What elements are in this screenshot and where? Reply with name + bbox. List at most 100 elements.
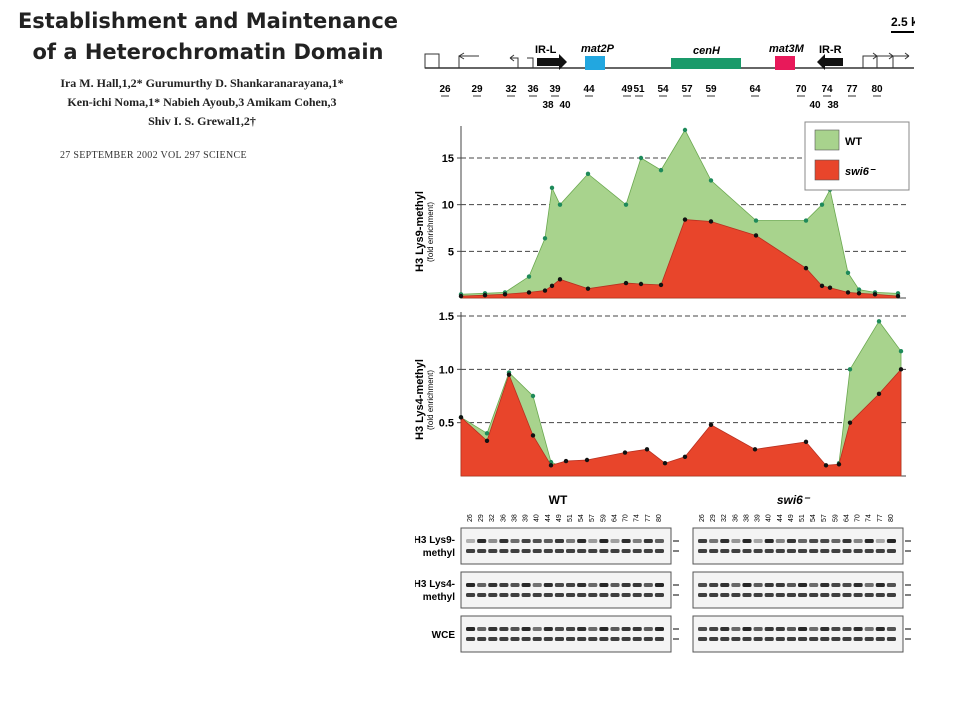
blot-band-mat	[698, 627, 708, 631]
blot-band-mat	[599, 539, 609, 543]
blot-band-mat	[786, 583, 796, 587]
blot-band-act1	[786, 637, 796, 641]
blot-band-mat	[709, 583, 719, 587]
ir-r-label: IR-R	[819, 44, 842, 56]
blot-band-act1	[488, 637, 498, 641]
blot-band-mat	[577, 583, 587, 587]
blot-band-mat	[477, 539, 487, 543]
blot-band-act1	[831, 593, 841, 597]
blot-lane-label: 57	[589, 514, 596, 522]
blot-band-mat	[786, 627, 796, 631]
wt-point	[557, 202, 563, 207]
blot-band-mat	[510, 539, 520, 543]
blot-band-act1	[742, 637, 752, 641]
blot-lane-label: 74	[866, 514, 873, 522]
blot-band-act1	[466, 637, 476, 641]
blot-band-mat	[510, 583, 520, 587]
mat3m-element: mat3M	[769, 43, 805, 70]
blot-band-act1	[764, 637, 774, 641]
y-tick-label: 0.5	[439, 418, 454, 430]
blot-band-act1	[853, 593, 863, 597]
blot-band-act1	[588, 637, 598, 641]
blot-band-mat	[654, 539, 664, 543]
blot-band-mat	[820, 627, 830, 631]
blot-band-mat	[842, 539, 852, 543]
ir-l-label: IR-L	[535, 44, 557, 56]
blot-band-mat	[831, 627, 841, 631]
swi6-point	[872, 292, 878, 297]
blot-band-act1	[566, 549, 576, 553]
blot-band-act1	[499, 549, 509, 553]
blot-band-mat	[853, 583, 863, 587]
blot-band-act1	[809, 593, 819, 597]
blot-band-mat	[654, 583, 664, 587]
wt-point	[530, 393, 536, 399]
blot-band-mat	[731, 539, 741, 543]
blot-band-act1	[753, 637, 763, 641]
title-line-1: Establishment and Maintenance	[17, 9, 399, 33]
blot-band-act1	[621, 593, 631, 597]
blot-panel	[692, 615, 904, 653]
map-position-label: 29	[471, 84, 483, 95]
blot-band-act1	[599, 549, 609, 553]
swi6-point	[847, 420, 853, 425]
wt-point	[876, 319, 882, 324]
blot-band-act1	[510, 637, 520, 641]
map-position-label-lower: 38	[827, 100, 839, 111]
blot-band-act1	[831, 549, 841, 553]
blot-band-mat	[886, 583, 896, 587]
wt-point	[845, 270, 851, 275]
swi6-point	[823, 463, 829, 468]
blot-band-mat	[764, 583, 774, 587]
blot-band-act1	[654, 549, 664, 553]
swi6-point	[753, 233, 759, 238]
wt-area	[460, 129, 899, 299]
blot-row-label: H3 Lys9-	[415, 535, 455, 546]
blot-band-act1	[532, 637, 542, 641]
blot-band-mat	[554, 583, 564, 587]
blot-lane-label: 38	[743, 514, 750, 522]
blot-band-mat	[510, 627, 520, 631]
swi6-point	[484, 438, 490, 443]
map-position-label: 77	[846, 84, 858, 95]
blot-band-mat	[709, 539, 719, 543]
blot-row-label: methyl	[423, 548, 455, 559]
blot-band-act1	[654, 593, 664, 597]
blot-band-act1	[477, 593, 487, 597]
blot-lane-label: 39	[523, 514, 530, 522]
blot-band-act1	[842, 593, 852, 597]
blot-band-act1	[820, 549, 830, 553]
blot-band-mat	[654, 627, 664, 631]
blot-band-mat	[764, 539, 774, 543]
blot-band-act1	[577, 637, 587, 641]
blot-band-mat	[499, 627, 509, 631]
blot-band-mat	[599, 627, 609, 631]
mat2p-label: mat2P	[581, 43, 615, 55]
blot-band-act1	[477, 549, 487, 553]
blot-lane-label: 38	[511, 514, 518, 522]
blot-lane-label: 26	[467, 514, 474, 522]
swi6-point	[644, 447, 650, 452]
swi6-point	[638, 281, 644, 287]
blot-band-mat	[532, 539, 542, 543]
blot-lane-label: 49	[788, 514, 795, 522]
blot-band-mat	[742, 627, 752, 631]
blot-row-label: H3 Lys4-	[415, 579, 455, 590]
map-position-label: 26	[439, 84, 451, 95]
blot-band-act1	[875, 593, 885, 597]
chart-legend: WT swi6⁻	[804, 121, 910, 191]
blot-band-act1	[610, 549, 620, 553]
authors-line-1: Ira M. Hall,1,2* Gurumurthy D. Shankaran…	[60, 76, 344, 90]
blot-band-act1	[588, 593, 598, 597]
blot-band-act1	[554, 593, 564, 597]
blot-lane-label: 70	[623, 514, 630, 522]
blot-band-act1	[632, 637, 642, 641]
map-position-label: 74	[821, 84, 833, 95]
title-line-2: of a Heterochromatin Domain	[32, 40, 384, 64]
lys9-chart: H3 Lys9-methyl (fold enrichment) 5 10 15	[415, 126, 906, 299]
blot-band-act1	[698, 593, 708, 597]
blot-band-mat	[577, 539, 587, 543]
wt-point	[682, 127, 688, 133]
blot-band-act1	[521, 593, 531, 597]
blot-band-mat	[610, 627, 620, 631]
